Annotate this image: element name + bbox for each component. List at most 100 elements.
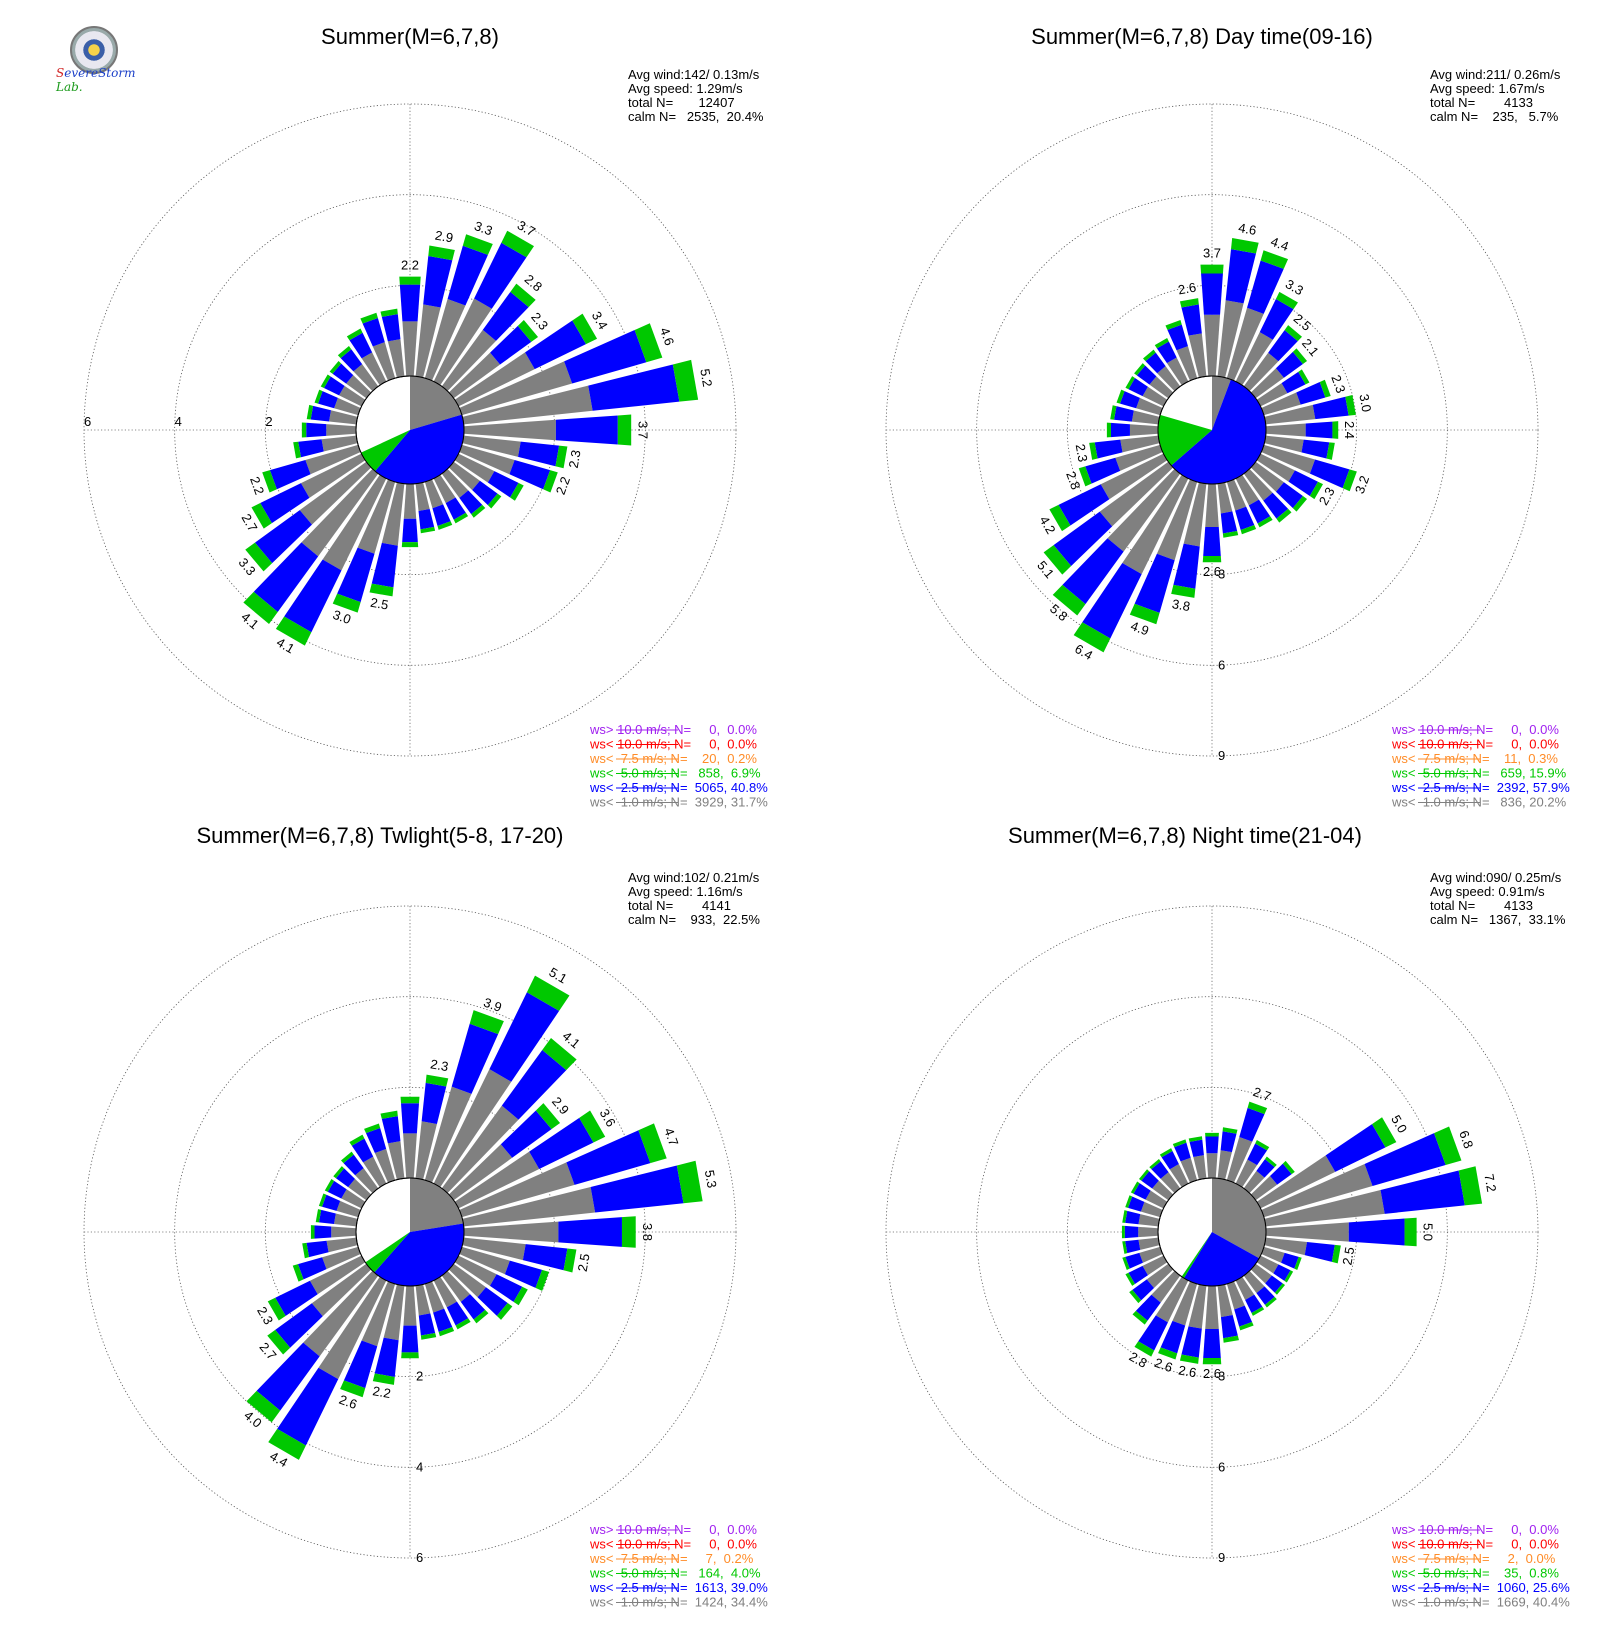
bar-segment — [1116, 389, 1125, 404]
bar-segment — [322, 1194, 341, 1211]
bar-segment — [1151, 1161, 1169, 1179]
bar-segment — [448, 352, 501, 399]
bar-segment — [1129, 424, 1159, 436]
bar-segment — [1348, 1218, 1405, 1246]
bar-value-label: 2.3 — [566, 449, 584, 469]
range-ring — [174, 996, 646, 1468]
bar-segment — [1181, 304, 1202, 336]
bar-segment — [1200, 264, 1224, 274]
legend-entry: ws< 1.0 m/s; N= 1424, 34.4% — [589, 1595, 768, 1610]
bar-segment — [1181, 1326, 1202, 1358]
bar-segment — [1133, 1183, 1151, 1200]
bar-segment — [310, 1225, 315, 1239]
bar-segment — [543, 470, 558, 493]
bar-segment — [380, 308, 398, 317]
bar-segment — [311, 1263, 372, 1317]
bar-segment — [1094, 439, 1123, 459]
bar-value-label: 3.9 — [482, 995, 504, 1015]
bar-segment — [460, 1294, 486, 1320]
bar-segment — [1364, 1133, 1446, 1186]
bar-segment — [381, 482, 405, 546]
bar-segment — [1269, 1163, 1292, 1185]
bar-segment — [1136, 365, 1157, 385]
bar-value-label: 3.6 — [597, 1106, 619, 1129]
bar-segment — [1203, 314, 1221, 377]
bar-segment — [1115, 444, 1163, 471]
bar-segment — [346, 328, 363, 341]
bar-segment — [1138, 1315, 1168, 1351]
bar-segment — [1172, 1139, 1187, 1148]
bar-segment — [1261, 444, 1316, 474]
panel-stat: Avg speed: 1.29m/s — [628, 81, 743, 96]
bar-segment — [1305, 421, 1333, 439]
bar-segment — [1301, 439, 1330, 459]
bar-value-label: 4.9 — [1129, 618, 1151, 638]
bar-segment — [1125, 1210, 1141, 1225]
bar-segment — [1281, 1252, 1299, 1269]
bar-segment — [1260, 250, 1289, 269]
bar-segment — [380, 1110, 398, 1119]
range-ring — [174, 194, 646, 666]
bar-segment — [441, 329, 497, 392]
bar-segment — [454, 1255, 497, 1286]
ring-label: 9 — [1218, 748, 1225, 763]
bar-segment — [563, 1248, 577, 1273]
bar-segment — [1132, 1279, 1155, 1301]
bar-segment — [343, 1340, 378, 1389]
ring-label: 3 — [1218, 1369, 1225, 1384]
calm-pie-slice — [360, 430, 410, 472]
bar-segment — [1149, 1158, 1161, 1170]
panel-title: Summer(M=6,7,8) Night time(21-04) — [1008, 823, 1362, 848]
bar-segment — [1078, 466, 1092, 487]
legend-entry: ws< 2.5 m/s; N= 1613, 39.0% — [589, 1580, 768, 1595]
bar-segment — [482, 291, 529, 341]
bar-value-label: 2.2 — [401, 258, 419, 273]
calm-pie-slice — [410, 376, 462, 430]
bar-segment — [441, 1270, 471, 1302]
bar-value-label: 4.7 — [661, 1126, 681, 1148]
bar-segment — [1292, 496, 1308, 512]
bar-segment — [1142, 1255, 1168, 1276]
bar-segment — [1124, 1225, 1139, 1239]
bar-segment — [433, 474, 456, 504]
bar-value-label: 2.9 — [549, 1094, 572, 1117]
bar-segment — [1380, 1170, 1465, 1214]
panel-stat: calm N= 2535, 20.4% — [628, 109, 764, 124]
bar-segment — [387, 1141, 405, 1180]
bar-segment — [459, 361, 573, 416]
bar-segment — [535, 1103, 561, 1130]
bar-segment — [364, 1123, 381, 1134]
bar-segment — [420, 526, 436, 534]
bar-segment — [254, 510, 312, 564]
bar-segment — [403, 1285, 417, 1326]
legend-entry: ws< 2.5 m/s; N= 5065, 40.8% — [589, 780, 768, 795]
bar-segment — [1282, 1160, 1295, 1175]
calm-pie-slice — [1212, 376, 1231, 430]
bar-segment — [437, 521, 453, 530]
bar-segment — [1261, 392, 1301, 416]
bar-segment — [306, 404, 314, 420]
bar-segment — [337, 345, 352, 359]
panel-stat: calm N= 1367, 33.1% — [1430, 912, 1566, 927]
bar-segment — [1247, 1143, 1268, 1166]
bar-segment — [1217, 300, 1244, 378]
bar-segment — [1202, 555, 1222, 563]
bar-segment — [459, 1162, 575, 1218]
range-ring — [83, 905, 737, 1559]
bar-segment — [1217, 1284, 1233, 1318]
bar-segment — [337, 547, 375, 603]
bar-segment — [462, 1186, 596, 1227]
bar-segment — [399, 276, 421, 285]
bar-segment — [1325, 1124, 1386, 1172]
bar-value-label: 2.6 — [1177, 1362, 1197, 1380]
ring-label: 6 — [1218, 1459, 1225, 1474]
bar-segment — [1122, 1241, 1128, 1254]
bar-segment — [1264, 1237, 1308, 1256]
panel-title: Summer(M=6,7,8) — [321, 24, 499, 49]
bar-segment — [638, 1123, 667, 1164]
bar-segment — [438, 1327, 455, 1337]
panel-stat: Avg speed: 0.91m/s — [1430, 884, 1545, 899]
bar-segment — [1284, 1270, 1294, 1283]
bar-segment — [1142, 349, 1156, 362]
bar-segment — [372, 342, 396, 381]
